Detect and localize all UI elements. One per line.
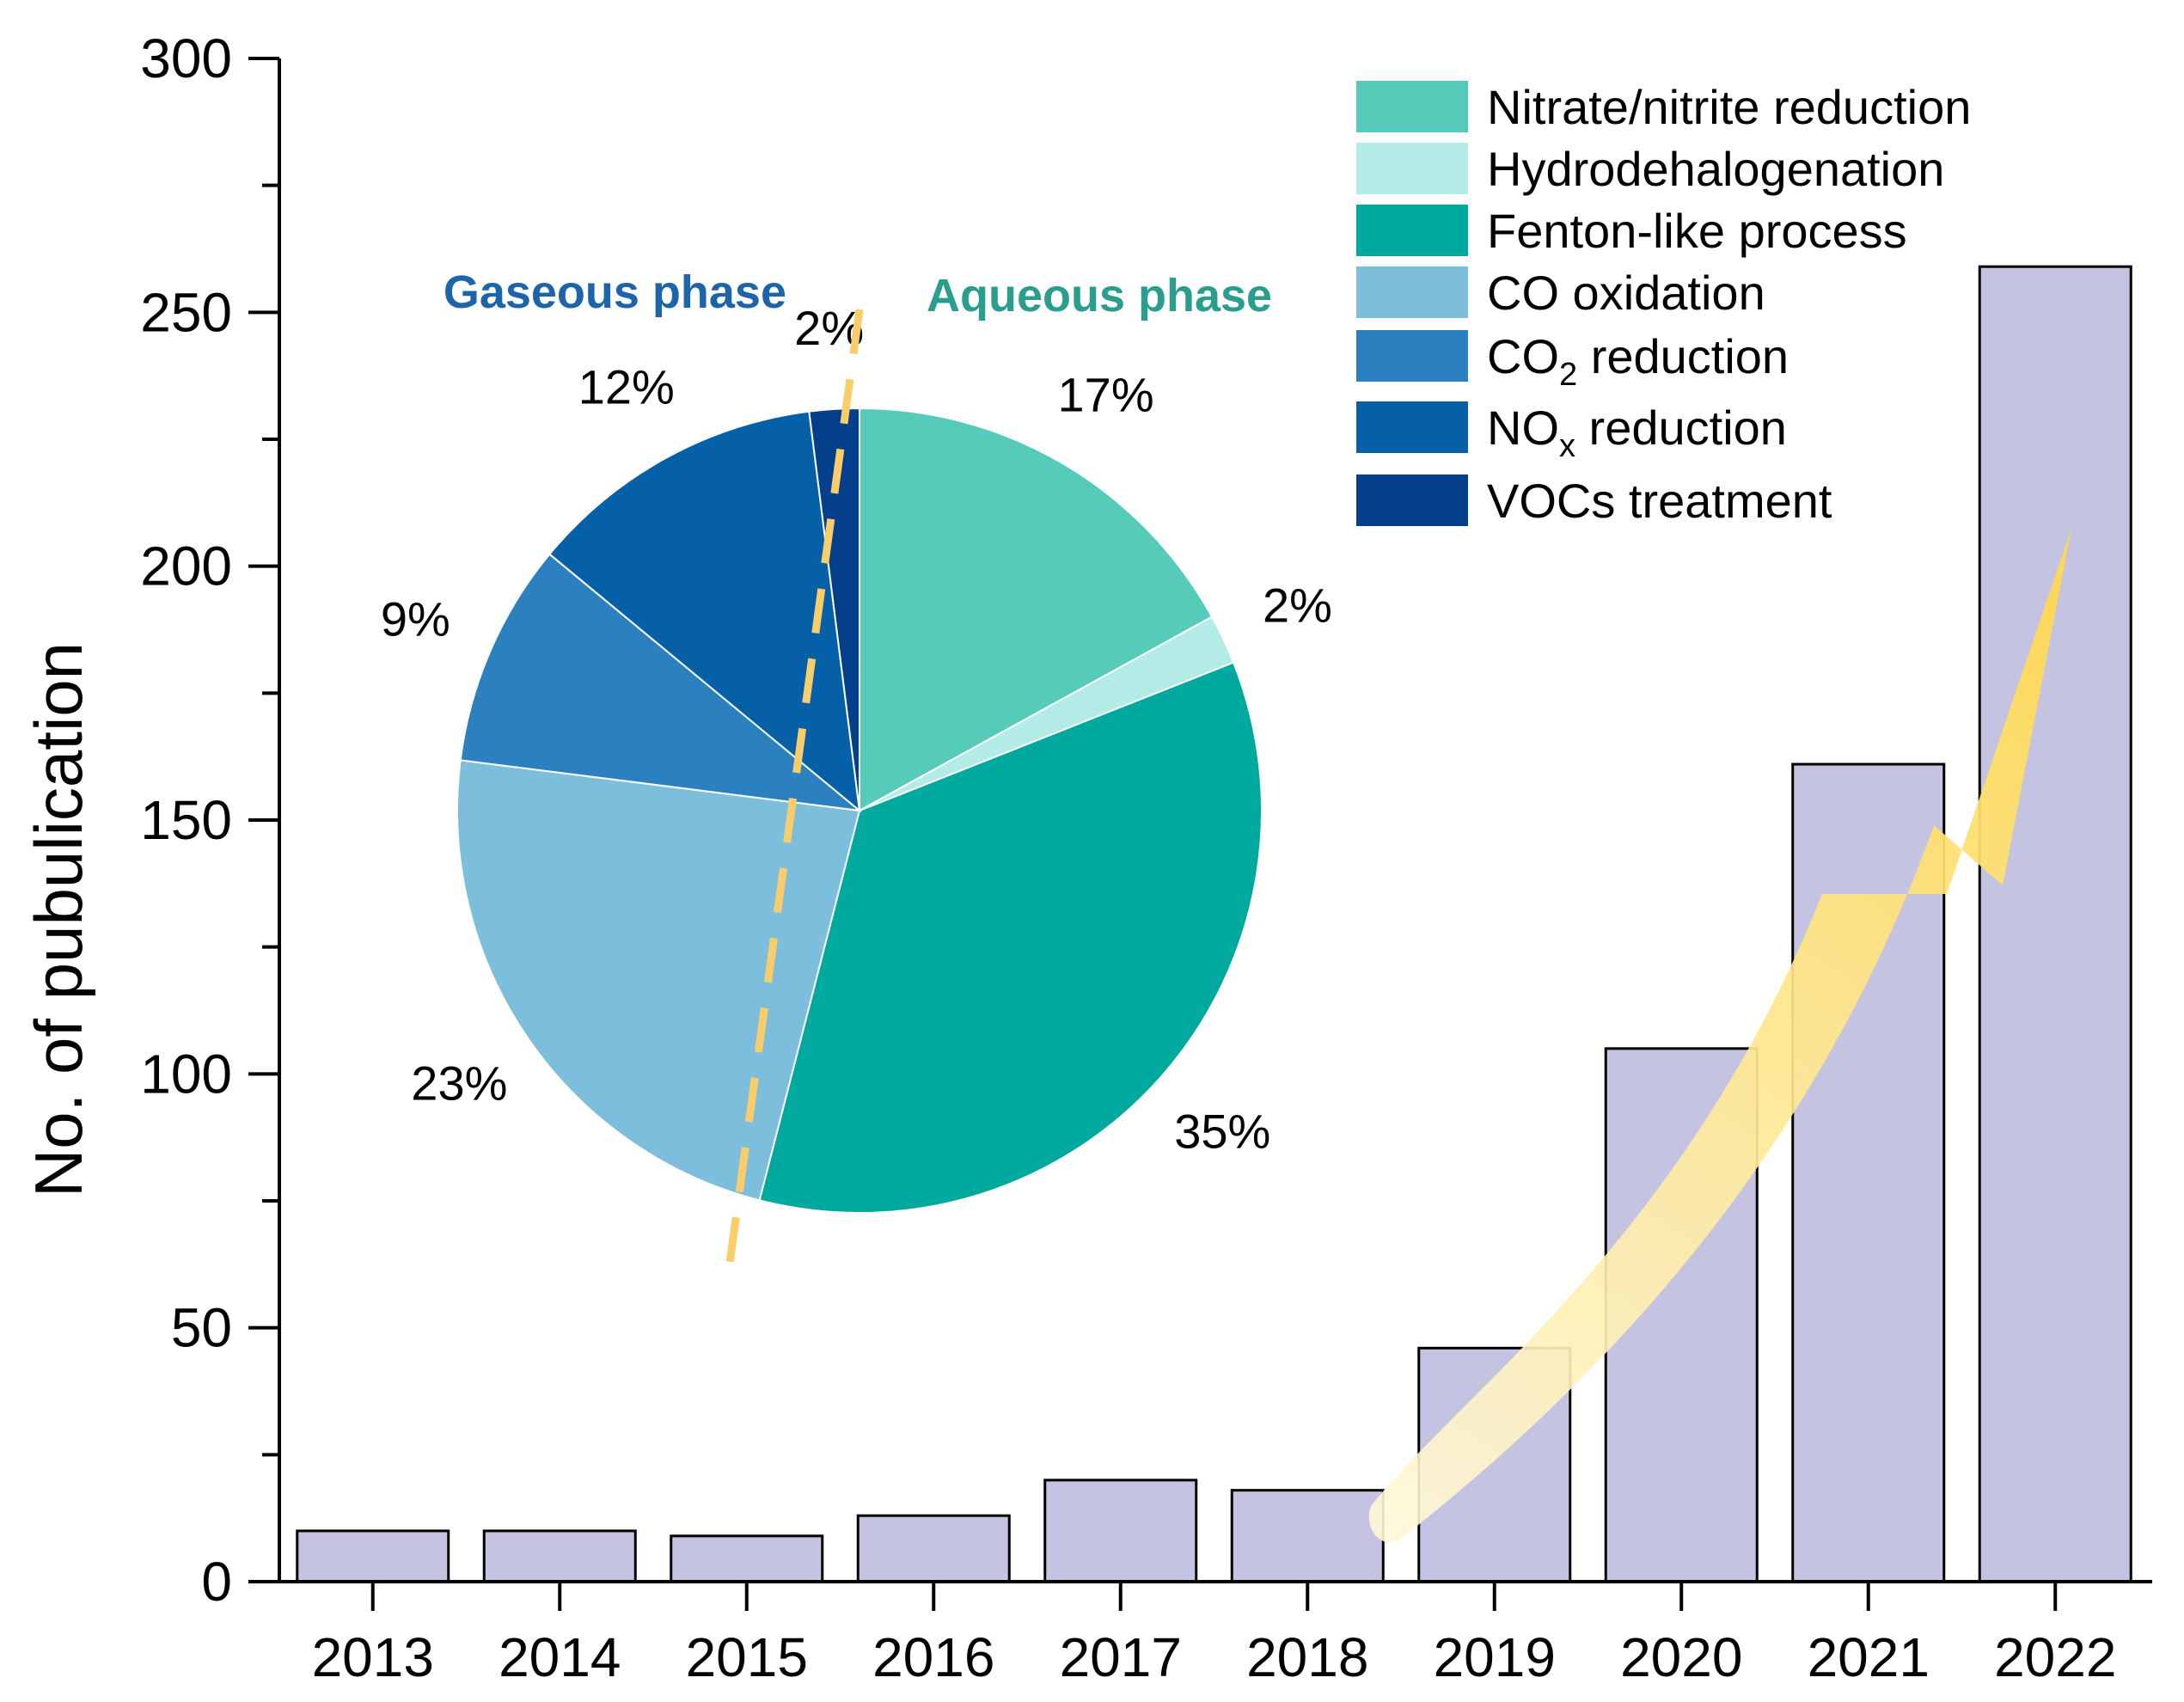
legend-swatch-2	[1356, 143, 1468, 194]
pie-value-label-4: 23%	[411, 1056, 507, 1110]
growth-trend-arrow	[1368, 529, 2071, 1543]
y-tick-label: 300	[140, 28, 232, 89]
pie-slice-7	[808, 407, 860, 811]
aqueous-phase-label: Aqueous phase	[927, 270, 1272, 321]
bar-2016	[856, 1514, 1011, 1583]
legend: Nitrate/nitrite reduction Hydrodehalogena…	[1356, 80, 1971, 528]
pie-slice-1	[859, 407, 1214, 812]
pie-value-label-2: 2%	[1263, 578, 1332, 632]
pie-value-label-1: 17%	[1058, 367, 1154, 421]
x-tick-label-2018: 2018	[1246, 1626, 1368, 1688]
legend-label-7: VOCs treatment	[1487, 474, 1832, 528]
x-tick-label-2014: 2014	[499, 1626, 621, 1688]
y-tick-label: 250	[140, 281, 232, 343]
x-axis: 2013 2014 2015 2016 2017 2018 2019 2020 2021 2022	[278, 1580, 2152, 1688]
bar-2014	[482, 1529, 637, 1583]
legend-label-6: NOx reduction	[1487, 401, 1787, 464]
bar-2017	[1043, 1479, 1198, 1583]
legend-label-2: Hydrodehalogenation	[1487, 142, 1944, 196]
x-tick-label-2021: 2021	[1808, 1626, 1930, 1688]
x-tick-label-2013: 2013	[312, 1626, 434, 1688]
x-tick-label-2019: 2019	[1434, 1626, 1556, 1688]
legend-swatch-3	[1356, 205, 1468, 256]
pie-value-label-5: 9%	[381, 591, 450, 646]
bar-2022	[1978, 265, 2132, 1583]
legend-swatch-4	[1356, 266, 1468, 318]
y-tick-label: 50	[171, 1297, 232, 1359]
pie-slice-3	[758, 661, 1263, 1214]
y-tick-label: 100	[140, 1043, 232, 1105]
pie-slice-6	[548, 410, 861, 813]
x-tick-label-2016: 2016	[872, 1626, 994, 1688]
bar-2018	[1230, 1489, 1385, 1583]
y-axis-label: No. of pubulication	[21, 642, 96, 1197]
legend-swatch-1	[1356, 81, 1468, 132]
x-tick-label-2015: 2015	[686, 1626, 808, 1688]
pie-value-label-3: 35%	[1174, 1104, 1270, 1158]
y-tick-label: 0	[201, 1551, 232, 1613]
legend-swatch-6	[1356, 401, 1468, 453]
bar-2015	[670, 1534, 824, 1583]
x-tick-label-2017: 2017	[1060, 1626, 1182, 1688]
legend-label-3: Fenton-like process	[1487, 204, 1907, 258]
phase-divider	[725, 309, 864, 1264]
bar-2013	[296, 1529, 450, 1583]
pie-chart: 17%2%35%23%9%12%2%Gaseous phase Aqueous p…	[381, 266, 1332, 1264]
y-axis: 0 50 100 150 200 250 300	[140, 28, 281, 1613]
legend-label-4: CO oxidation	[1487, 266, 1765, 320]
x-tick-label-2022: 2022	[1994, 1626, 2116, 1688]
legend-label-1: Nitrate/nitrite reduction	[1487, 80, 1971, 134]
pie-value-label-6: 12%	[578, 360, 675, 414]
legend-swatch-7	[1356, 474, 1468, 526]
y-tick-label: 200	[140, 536, 232, 597]
legend-swatch-5	[1356, 330, 1468, 382]
pie-slice-5	[459, 553, 863, 812]
gaseous-phase-label: Gaseous phase	[444, 266, 786, 318]
pie-slice-4	[456, 759, 861, 1202]
y-tick-label: 150	[140, 789, 232, 851]
x-tick-label-2020: 2020	[1620, 1626, 1742, 1688]
legend-label-5: CO2 reduction	[1487, 329, 1789, 393]
